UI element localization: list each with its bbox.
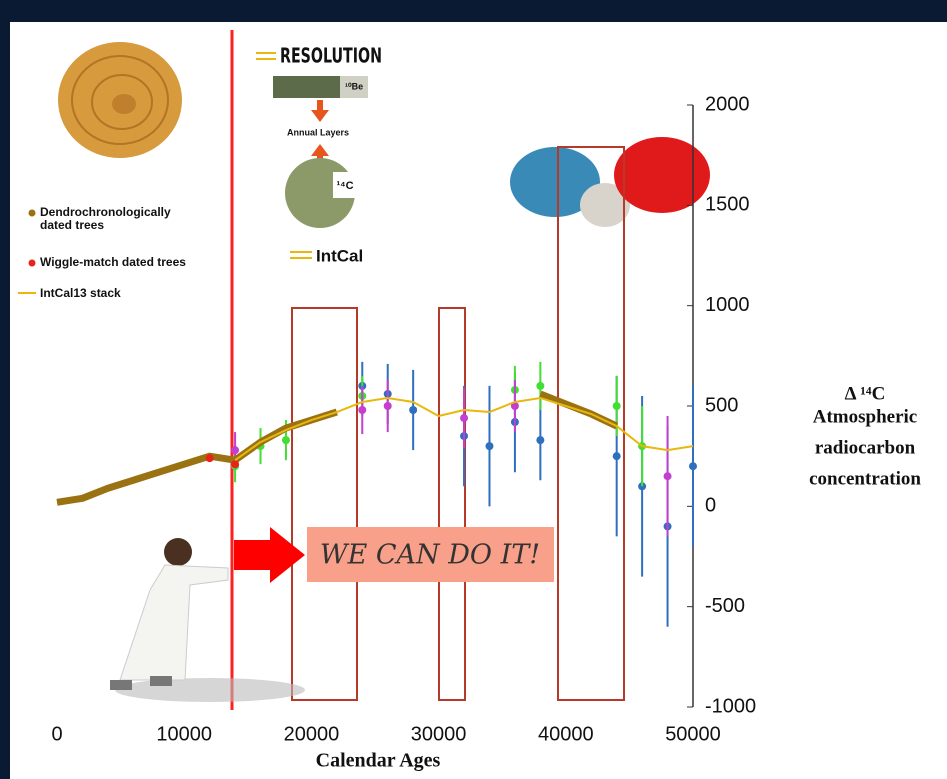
data-point — [689, 462, 697, 470]
tree-ring-image — [58, 42, 182, 158]
y-axis-label: concentration — [809, 468, 921, 489]
x-tick-label: 20000 — [284, 723, 340, 745]
y-tick-label: 1000 — [705, 294, 750, 316]
data-point — [384, 402, 392, 410]
data-point — [282, 436, 290, 444]
y-tick-label: 0 — [705, 495, 716, 517]
x-tick-label: 40000 — [538, 723, 594, 745]
y-tick-label: 1500 — [705, 194, 750, 216]
y-axis-label: Δ ¹⁴C — [845, 383, 886, 404]
legend-swatch — [29, 210, 36, 217]
y-axis-label: Atmospheric — [813, 406, 917, 427]
y-axis-label: radiocarbon — [815, 437, 916, 458]
data-point — [536, 382, 544, 390]
data-point — [613, 402, 621, 410]
legend-label: IntCal13 stack — [40, 287, 205, 300]
data-point — [358, 406, 366, 414]
data-point — [409, 406, 417, 414]
y-tick-label: 500 — [705, 394, 738, 416]
x-tick-label: 10000 — [156, 723, 212, 745]
be10-label: ¹⁰Be — [345, 81, 363, 91]
data-point — [613, 452, 621, 460]
data-point — [231, 460, 239, 468]
data-point — [206, 454, 214, 462]
legend-label: Wiggle-match dated trees — [40, 256, 205, 269]
y-tick-label: 2000 — [705, 93, 750, 115]
data-point — [485, 442, 493, 450]
resolution-label: RESOLUTION — [280, 44, 382, 68]
slogan: WE CAN DO IT! — [320, 540, 540, 571]
x-tick-label: 50000 — [665, 723, 721, 745]
y-tick-label: -1000 — [705, 695, 756, 717]
chart: RESOLUTION ¹⁰Be Annual Layers ¹⁴C IntCal… — [0, 0, 947, 779]
x-tick-label: 30000 — [411, 723, 467, 745]
legend-label: Dendrochronologically dated trees — [40, 206, 205, 232]
legend-swatch — [29, 260, 36, 267]
intcal-label: IntCal — [316, 246, 363, 265]
annual-layers-label: Annual Layers — [287, 127, 349, 137]
data-point — [460, 414, 468, 422]
data-point — [664, 472, 672, 480]
x-tick-label: 0 — [51, 723, 62, 745]
slide: RESOLUTION ¹⁰Be Annual Layers ¹⁴C IntCal… — [0, 0, 947, 779]
data-point — [231, 446, 239, 454]
y-tick-label: -500 — [705, 595, 745, 617]
data-point — [536, 436, 544, 444]
c14-label: ¹⁴C — [336, 180, 353, 192]
x-axis-label: Calendar Ages — [316, 750, 441, 772]
